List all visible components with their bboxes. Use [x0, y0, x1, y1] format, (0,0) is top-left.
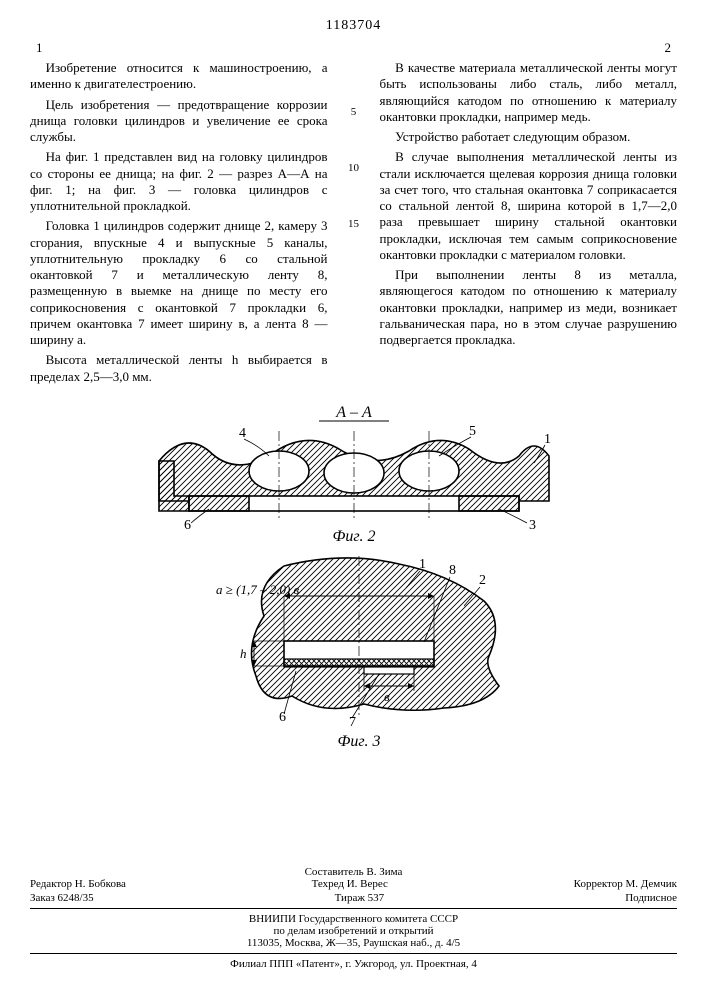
fig3-caption: Фиг. 3 [337, 733, 380, 750]
para: Цель изобретения — предотвращение корроз… [30, 97, 328, 146]
para: Головка 1 цилиндров содержит днище 2, ка… [30, 218, 328, 348]
footer-rule [30, 908, 677, 909]
fig2-label-6: 6 [184, 518, 191, 533]
footer-addr: 113035, Москва, Ж—35, Раушская наб., д. … [30, 937, 677, 949]
para: Изобретение относится к машиностроению, … [30, 60, 328, 93]
footer-techred: Техред И. Верес [312, 878, 388, 890]
para: При выполнении ленты 8 из металла, являю… [380, 267, 678, 348]
doc-number: 1183704 [30, 18, 677, 34]
page-number-left: 1 [36, 40, 43, 56]
footer-subscr: Подписное [625, 892, 677, 904]
fig2-label-5: 5 [469, 424, 476, 439]
page-number-right: 2 [665, 40, 672, 56]
fig3-label-h: h [240, 646, 247, 661]
line-number: 15 [346, 218, 362, 232]
fig3-label-6: 6 [279, 710, 286, 725]
figure-3: а ≥ (1,7 – 2,0) в h в 1 8 2 6 7 Фиг. 3 [184, 546, 524, 751]
para: Высота металлической ленты h выбирается … [30, 352, 328, 385]
footer-branch: Филиал ППП «Патент», г. Ужгород, ул. Про… [30, 958, 677, 970]
fig2-caption: Фиг. 2 [332, 528, 375, 545]
footer-corrector: Корректор М. Демчик [574, 878, 677, 890]
fig3-label-b: в [384, 689, 390, 704]
footer-rule [30, 953, 677, 954]
footer: Составитель В. Зима Редактор Н. Бобкова … [30, 866, 677, 970]
line-number: 5 [346, 106, 362, 120]
line-number-gutter: 5 10 15 [346, 60, 362, 389]
footer-order: Заказ 6248/35 [30, 892, 94, 904]
line-number: 10 [346, 162, 362, 176]
fig3-label-2: 2 [479, 573, 486, 588]
footer-editor: Редактор Н. Бобкова [30, 878, 126, 890]
para: На фиг. 1 представлен вид на головку цил… [30, 149, 328, 214]
para: В случае выполнения металлической ленты … [380, 149, 678, 263]
para: Устройство работает следующим образом. [380, 129, 678, 145]
figures-block: А – А 4 5 1 6 3 [30, 401, 677, 751]
footer-org2: по делам изобретений и открытий [30, 925, 677, 937]
fig3-label-1: 1 [419, 557, 426, 572]
footer-org1: ВНИИПИ Государственного комитета СССР [30, 913, 677, 925]
fig2-section-label: А – А [335, 404, 372, 421]
fig2-label-4: 4 [239, 426, 246, 441]
column-right: В качестве материала металлической ленты… [380, 60, 678, 389]
fig3-label-8: 8 [449, 563, 456, 578]
text-columns: Изобретение относится к машиностроению, … [30, 60, 677, 389]
figure-2: А – А 4 5 1 6 3 [139, 401, 569, 546]
footer-tirazh: Тираж 537 [335, 892, 385, 904]
fig2-label-1: 1 [544, 432, 551, 447]
para: В качестве материала металлической ленты… [380, 60, 678, 125]
fig3-formula: а ≥ (1,7 – 2,0) в [216, 582, 300, 597]
column-left: Изобретение относится к машиностроению, … [30, 60, 328, 389]
footer-compiler: Составитель В. Зима [30, 866, 677, 878]
fig2-label-3: 3 [529, 518, 536, 533]
